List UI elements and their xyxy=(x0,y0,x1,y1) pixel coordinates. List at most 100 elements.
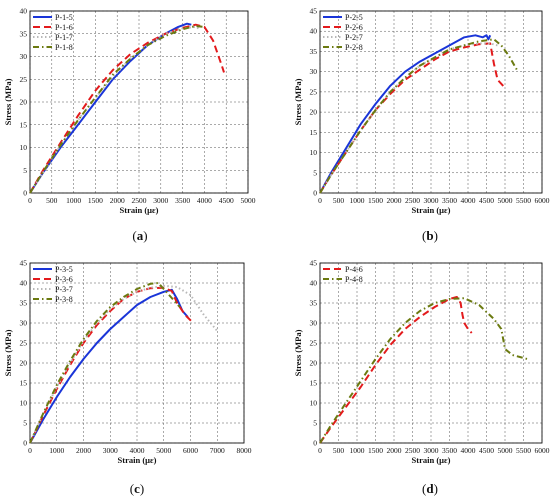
x-tick-label: 6000 xyxy=(535,446,550,455)
y-tick-label: 5 xyxy=(23,166,27,175)
x-tick-label: 3000 xyxy=(424,196,439,205)
y-tick-label: 0 xyxy=(313,189,317,198)
x-tick-label: 4000 xyxy=(461,196,476,205)
x-tick-label: 2500 xyxy=(405,196,420,205)
x-tick-label: 4000 xyxy=(461,446,476,455)
x-tick-label: 5000 xyxy=(241,196,256,205)
legend-label: P-4-6 xyxy=(345,265,363,274)
chart-panel-1: 0 500 1000 1500 2000 2500 3000 3500 4000 4500 5000… xyxy=(3,7,256,244)
x-tick-label: 500 xyxy=(333,196,345,205)
x-axis-label: Strain (με) xyxy=(412,205,451,215)
x-tick-label: 0 xyxy=(28,446,32,455)
y-tick-label: 40 xyxy=(20,279,28,288)
legend: P-2-5P-2-6P-2-7P-2-8 xyxy=(323,13,363,52)
x-tick-label: 4500 xyxy=(479,196,494,205)
plot-frame xyxy=(319,10,543,194)
x-tick-label: 3000 xyxy=(103,446,118,455)
x-tick-label: 5000 xyxy=(498,446,513,455)
x-tick-label: 1500 xyxy=(88,196,103,205)
y-tick-label: 5 xyxy=(313,419,317,428)
legend-label: P-1-7 xyxy=(55,33,73,42)
x-tick-label: 3000 xyxy=(424,446,439,455)
x-tick-label: 5000 xyxy=(156,446,171,455)
x-tick-label: 3000 xyxy=(153,196,168,205)
y-tick-label: 5 xyxy=(23,419,27,428)
y-tick-label: 25 xyxy=(20,339,28,348)
panel-label: (a) xyxy=(132,228,147,243)
legend-label: P-1-6 xyxy=(55,23,73,32)
y-tick-label: 25 xyxy=(310,87,318,96)
x-tick-label: 4500 xyxy=(219,196,234,205)
x-tick-label: 7000 xyxy=(210,446,225,455)
y-tick-label: 20 xyxy=(310,108,318,117)
legend: P-4-6P-4-8 xyxy=(323,265,363,284)
y-tick-label: 10 xyxy=(20,143,28,152)
x-tick-label: 6000 xyxy=(535,196,550,205)
panel-label: (d) xyxy=(422,481,438,496)
y-tick-label: 0 xyxy=(313,439,317,448)
y-tick-label: 35 xyxy=(20,299,28,308)
y-tick-label: 40 xyxy=(310,27,318,36)
x-tick-label: 1000 xyxy=(350,446,365,455)
x-tick-label: 2000 xyxy=(387,446,402,455)
y-tick-label: 15 xyxy=(20,120,28,129)
legend: P-1-5P-1-6P-1-7P-1-8 xyxy=(33,13,73,52)
y-tick-label: 30 xyxy=(20,52,28,61)
y-tick-label: 15 xyxy=(310,379,318,388)
series-line-P-2-7 xyxy=(319,42,498,194)
y-tick-label: 20 xyxy=(20,359,28,368)
y-tick-label: 30 xyxy=(310,67,318,76)
y-tick-label: 0 xyxy=(23,439,27,448)
y-tick-label: 45 xyxy=(310,7,318,16)
x-tick-label: 5000 xyxy=(498,196,513,205)
series-line-P-3-7 xyxy=(29,284,219,444)
series-line-P-2-8 xyxy=(319,38,519,194)
y-tick-label: 35 xyxy=(310,47,318,56)
chart-panel-3: 0 1000 2000 3000 4000 5000 6000 7000 8000 0 5 10 15 2… xyxy=(3,259,252,497)
x-tick-label: 0 xyxy=(28,196,32,205)
y-tick-label: 40 xyxy=(20,7,28,16)
y-tick-label: 20 xyxy=(20,98,28,107)
panel-label: (c) xyxy=(130,481,144,496)
x-tick-label: 1000 xyxy=(66,196,81,205)
chart-panel-2: 0 500 1000 1500 2000 2500 3000 3500 4000 4500 5000… xyxy=(293,7,550,244)
x-tick-label: 1000 xyxy=(49,446,64,455)
y-tick-label: 45 xyxy=(20,259,28,268)
series-line-P-1-5 xyxy=(29,22,192,194)
x-tick-label: 5500 xyxy=(516,196,531,205)
y-tick-label: 45 xyxy=(310,259,318,268)
series-line-P-3-8 xyxy=(29,282,181,444)
x-tick-label: 5500 xyxy=(516,446,531,455)
legend-label: P-2-7 xyxy=(345,33,363,42)
legend-label: P-4-8 xyxy=(345,275,363,284)
x-tick-label: 4500 xyxy=(479,446,494,455)
chart-panel-4: 0 500 1000 1500 2000 2500 3000 3500 4000 4500 5000… xyxy=(293,259,550,497)
series-line-P-4-6 xyxy=(319,296,473,444)
y-tick-label: 0 xyxy=(23,189,27,198)
y-tick-label: 5 xyxy=(313,168,317,177)
x-tick-label: 8000 xyxy=(237,446,252,455)
legend-label: P-2-5 xyxy=(345,13,363,22)
legend-label: P-3-5 xyxy=(55,265,73,274)
legend: P-3-5P-3-6P-3-7P-3-8 xyxy=(33,265,73,304)
x-tick-label: 2000 xyxy=(76,446,91,455)
y-tick-label: 35 xyxy=(310,299,318,308)
y-axis-label: Stress (MPa) xyxy=(293,329,303,376)
y-tick-label: 15 xyxy=(20,379,28,388)
x-tick-label: 2500 xyxy=(405,446,420,455)
legend-label: P-3-6 xyxy=(55,275,73,284)
series-line-P-2-5 xyxy=(319,34,492,194)
y-axis-label: Stress (MPa) xyxy=(3,78,13,125)
x-tick-label: 1000 xyxy=(350,196,365,205)
y-tick-label: 20 xyxy=(310,359,318,368)
y-tick-label: 25 xyxy=(310,339,318,348)
series-line-P-1-8 xyxy=(29,25,205,194)
plot-frame xyxy=(319,262,543,444)
x-axis-label: Strain (με) xyxy=(120,205,159,215)
x-tick-label: 2000 xyxy=(110,196,125,205)
y-tick-label: 10 xyxy=(20,399,28,408)
x-axis-label: Strain (με) xyxy=(118,455,157,465)
legend-label: P-2-8 xyxy=(345,43,363,52)
series-line-P-4-8 xyxy=(319,297,528,444)
